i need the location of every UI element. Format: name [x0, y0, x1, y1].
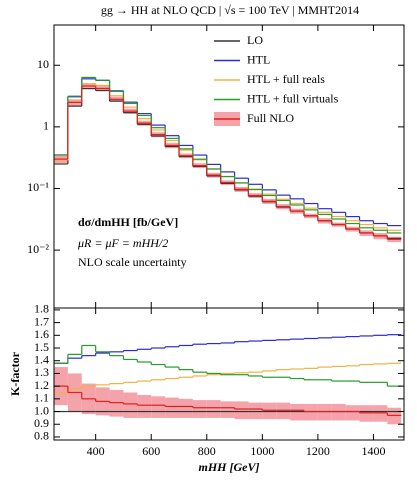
y-tick-label: 0.9: [34, 416, 49, 430]
x-tick-label: 1200: [306, 444, 330, 458]
y-tick-label: 1.6: [34, 327, 49, 341]
x-tick-label: 400: [87, 444, 105, 458]
uncertainty-band: [304, 403, 318, 421]
legend-label: HTL + full virtuals: [247, 91, 339, 105]
uncertainty-band: [359, 405, 374, 422]
legend-label: LO: [247, 33, 263, 47]
plot-frame: [53, 307, 405, 441]
uncertainty-band: [179, 398, 193, 418]
y-tick-label: 1.8: [34, 302, 49, 316]
uncertainty-band: [276, 402, 291, 420]
uncertainty-band: [220, 401, 235, 418]
uncertainty-band: [262, 402, 277, 420]
uncertainty-band: [373, 405, 388, 422]
legend-label: HTL + full reals: [247, 72, 325, 86]
uncertainty-band: [151, 396, 166, 418]
chart-title: gg → HH at NLO QCD | √s = 100 TeV | MMHT…: [101, 3, 359, 17]
uncertainty-band: [248, 402, 263, 420]
uncertainty-band: [234, 401, 249, 420]
y-tick-label: 0.8: [34, 429, 49, 443]
uncertainty-band: [331, 403, 346, 421]
y-tick-label: 1.7: [34, 314, 49, 328]
y-tick-label: 1.2: [34, 378, 49, 392]
y-tick-label: 10: [37, 57, 49, 71]
y-tick-label: 1: [43, 119, 49, 133]
uncertainty-band: [192, 400, 207, 418]
y-tick-label: 1.5: [34, 340, 49, 354]
y-tick-label: 1.3: [34, 365, 49, 379]
uncertainty-band: [387, 407, 402, 425]
x-tick-label: 1400: [361, 444, 385, 458]
x-tick-label: 800: [198, 444, 216, 458]
x-axis-label: mHH [GeV]: [199, 460, 260, 474]
legend-label: Full NLO: [247, 111, 294, 125]
uncertainty-band: [109, 389, 124, 417]
y-axis-label: K-factor: [8, 351, 22, 396]
annotation: NLO scale uncertainty: [78, 255, 187, 269]
annotation: dσ/dmHH [fb/GeV]: [78, 215, 178, 229]
uncertainty-band: [290, 403, 304, 421]
uncertainty-band: [165, 397, 179, 418]
x-tick-label: 1000: [250, 444, 274, 458]
uncertainty-band: [123, 392, 138, 418]
y-tick-label: 1.4: [34, 352, 49, 366]
legend-label: HTL: [247, 52, 270, 66]
y-tick-label: 10⁻¹: [27, 180, 49, 194]
annotation: μR = μF = mHH/2: [77, 236, 168, 250]
uncertainty-band: [137, 395, 152, 418]
y-tick-label: 10⁻²: [27, 242, 49, 256]
y-tick-label: 1.0: [34, 403, 49, 417]
uncertainty-band: [345, 405, 360, 421]
y-tick-label: 1.1: [34, 391, 49, 405]
x-tick-label: 600: [142, 444, 160, 458]
uncertainty-band: [317, 403, 332, 421]
uncertainty-band: [206, 400, 221, 418]
